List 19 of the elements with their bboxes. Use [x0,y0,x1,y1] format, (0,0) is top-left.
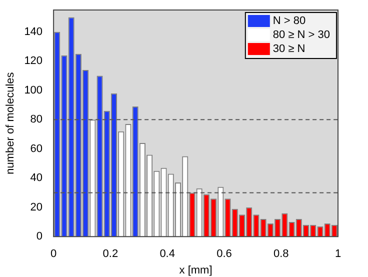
y-tick-label: 100 [24,84,43,96]
x-tick-label: 1 [334,248,342,260]
y-tick-label: 40 [30,172,43,184]
x-axis-title: x [mm] [179,264,212,276]
legend-label: 30 ≥ N [272,43,306,56]
y-tick-label: 0 [36,230,43,243]
y-tick-label: 20 [30,201,43,214]
y-tick-label: 60 [30,142,43,155]
legend-label: N > 80 [272,15,306,28]
x-tick-label: 0 [50,248,57,260]
y-axis-title: number of molecules [4,72,17,174]
x-tick-label: 0.8 [273,248,289,260]
y-tick-label: 120 [24,55,43,68]
legend-label: 80 ≥ N > 30 [272,29,330,42]
y-tick-label: 140 [24,26,43,38]
x-tick-label: 0.6 [216,248,232,260]
y-tick-label: 80 [30,114,43,126]
x-tick-label: 0.4 [160,248,175,260]
x-tick-label: 0.2 [102,248,118,260]
